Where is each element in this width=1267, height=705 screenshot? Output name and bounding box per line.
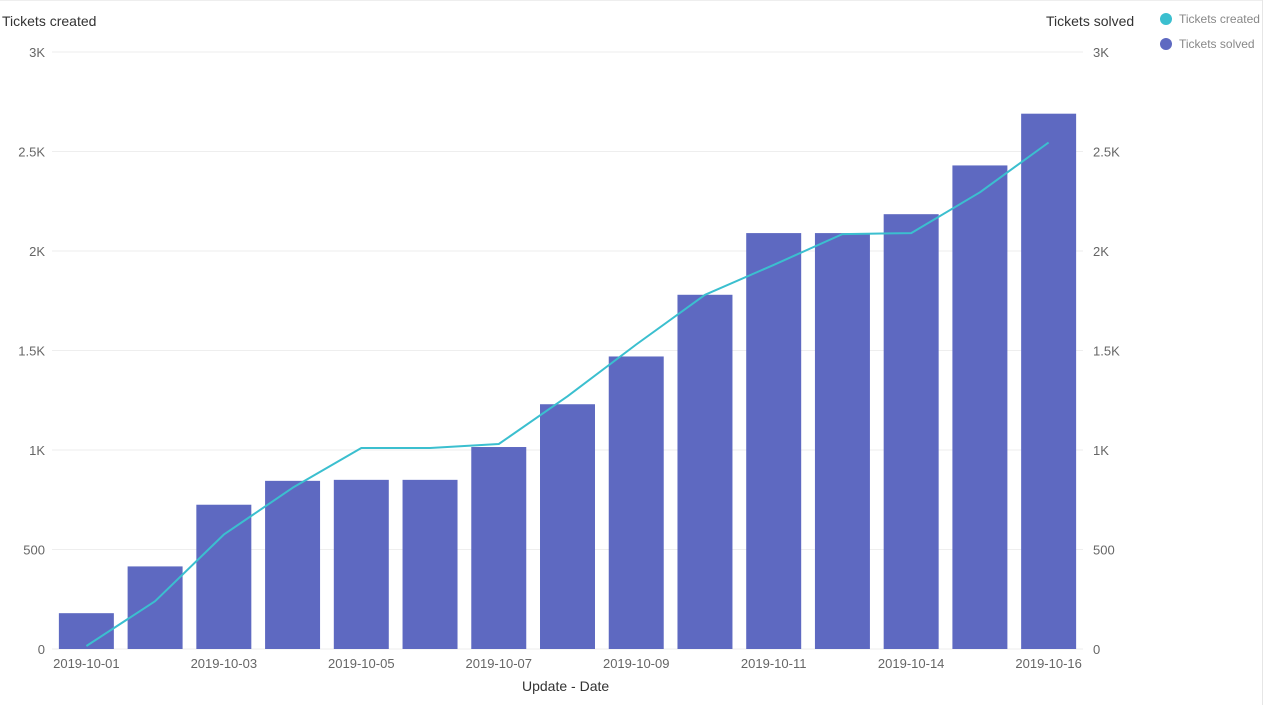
y-axis-left-title: Tickets created <box>2 13 97 29</box>
bar[interactable] <box>196 504 252 649</box>
x-tick-label: 2019-10-01 <box>53 656 120 671</box>
bar[interactable] <box>333 479 389 649</box>
x-tick-label: 2019-10-03 <box>191 656 258 671</box>
y-tick-label-left: 2K <box>29 244 45 259</box>
legend-item-tickets-created[interactable]: Tickets created <box>1160 6 1260 31</box>
legend-label: Tickets solved <box>1179 36 1255 51</box>
y-tick-label-right: 500 <box>1093 543 1115 558</box>
bar[interactable] <box>814 233 870 649</box>
bar-series[interactable] <box>58 113 1077 649</box>
bar[interactable] <box>471 447 527 649</box>
x-axis-title: Update - Date <box>522 678 610 694</box>
bar[interactable] <box>883 214 939 649</box>
legend: Tickets created Tickets solved <box>1160 6 1260 56</box>
x-tick-label: 2019-10-07 <box>466 656 533 671</box>
bar[interactable] <box>608 356 664 649</box>
y-tick-label-left: 0 <box>38 642 45 657</box>
bar[interactable] <box>402 479 458 649</box>
x-tick-label: 2019-10-16 <box>1015 656 1082 671</box>
x-axis-ticks: 2019-10-01 2019-10-03 2019-10-05 2019-10-07… <box>53 656 1082 671</box>
y-tick-label-left: 1.5K <box>18 344 45 359</box>
bar[interactable] <box>127 566 183 649</box>
x-tick-label: 2019-10-11 <box>741 656 807 671</box>
bar[interactable] <box>952 165 1008 649</box>
bar[interactable] <box>1021 113 1077 649</box>
panel-border <box>1262 0 1263 705</box>
legend-dot-icon <box>1160 37 1172 50</box>
y-tick-label-right: 1K <box>1093 443 1109 458</box>
line-series[interactable] <box>85 141 1050 647</box>
y-tick-label-right: 2.5K <box>1093 145 1120 160</box>
y-axis-left-ticks: 0 500 1K 1.5K 2K 2.5K 3K <box>18 45 45 657</box>
y-tick-label-right: 1.5K <box>1093 344 1120 359</box>
top-border <box>0 0 1262 1</box>
y-axis-right-title: Tickets solved <box>1046 13 1135 29</box>
trend-line[interactable] <box>85 141 1050 647</box>
y-tick-label-right: 3K <box>1093 45 1109 60</box>
y-tick-label-left: 3K <box>29 45 45 60</box>
bar[interactable] <box>677 294 733 649</box>
y-tick-label-left: 2.5K <box>18 145 45 160</box>
x-tick-label: 2019-10-14 <box>878 656 945 671</box>
bar[interactable] <box>540 404 595 649</box>
bar[interactable] <box>58 613 114 649</box>
legend-item-tickets-solved[interactable]: Tickets solved <box>1160 31 1260 56</box>
y-tick-label-left: 1K <box>29 443 45 458</box>
bar[interactable] <box>265 480 321 649</box>
bar[interactable] <box>746 233 802 649</box>
y-tick-label-right: 2K <box>1093 244 1109 259</box>
x-tick-label: 2019-10-05 <box>328 656 395 671</box>
legend-dot-icon <box>1160 12 1172 25</box>
legend-label: Tickets created <box>1179 11 1260 26</box>
y-tick-label-left: 500 <box>23 543 45 558</box>
y-tick-label-right: 0 <box>1093 642 1100 657</box>
x-tick-label: 2019-10-09 <box>603 656 670 671</box>
y-axis-right-ticks: 0 500 1K 1.5K 2K 2.5K 3K <box>1093 45 1120 657</box>
